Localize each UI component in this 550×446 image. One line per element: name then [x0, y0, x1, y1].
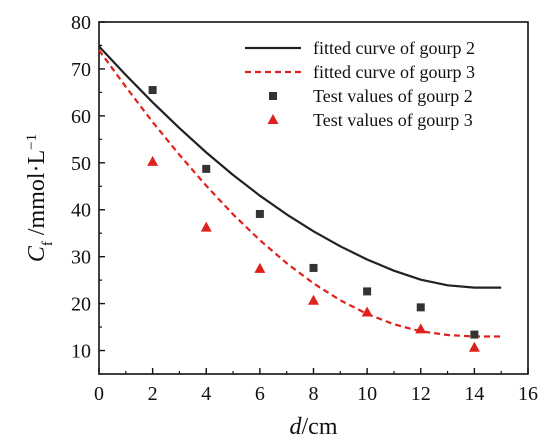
x-tick-label: 2: [148, 383, 158, 405]
legend: fitted curve of gourp 2 fitted curve of g…: [245, 38, 475, 130]
y-tick-label: 40: [71, 200, 91, 222]
x-axis-label-unit: /cm: [302, 414, 338, 440]
plot-area: [98, 45, 502, 352]
x-axis-label: d/cm: [290, 414, 338, 440]
x-tick-label: 10: [357, 383, 377, 405]
data-point-square: [148, 86, 157, 95]
data-point-square: [363, 287, 372, 296]
axes: 0 2 4 6 8 10 12 14 16 10 20 30 40 50 60 70 80: [71, 12, 538, 405]
y-tick-label: 60: [71, 106, 91, 128]
x-tick-label: 0: [94, 383, 104, 405]
y-tick-label: 20: [71, 294, 91, 316]
legend-square-swatch: [269, 92, 277, 100]
x-tick-label: 4: [201, 383, 211, 405]
y-tick-label: 30: [71, 247, 91, 269]
y-axis-label-var: C: [24, 245, 50, 262]
x-tick-label: 8: [309, 383, 319, 405]
y-tick-label: 50: [71, 153, 91, 175]
y-axis-label-sup: −1: [24, 134, 40, 150]
legend-label: fitted curve of gourp 3: [313, 62, 475, 82]
x-tick-label: 16: [518, 383, 538, 405]
data-point-triangle: [254, 262, 266, 273]
data-point-triangle: [200, 221, 212, 232]
data-point-square: [255, 209, 264, 218]
data-point-square: [202, 164, 211, 173]
series-line-1: [98, 45, 502, 289]
legend-label: fitted curve of gourp 2: [313, 38, 475, 58]
y-tick-label: 80: [71, 12, 91, 34]
x-tick-label: 12: [411, 383, 431, 405]
legend-label: Test values of gourp 3: [313, 110, 473, 130]
x-tick-label: 6: [255, 383, 265, 405]
y-tick-label: 10: [71, 341, 91, 363]
data-point-triangle: [468, 341, 480, 352]
series-line-2: [98, 49, 502, 338]
y-axis-label-sub: f: [40, 241, 56, 246]
legend-label: Test values of gourp 2: [313, 86, 473, 106]
data-point-square: [470, 330, 479, 339]
data-point-square: [309, 263, 318, 272]
data-point-triangle: [147, 155, 159, 166]
data-point-triangle: [361, 306, 373, 317]
data-point-triangle: [415, 323, 427, 334]
y-tick-label: 70: [71, 59, 91, 81]
y-axis-label-unit: /mmol·L: [24, 150, 50, 241]
data-point-square: [416, 303, 425, 312]
x-axis-label-var: d: [290, 414, 303, 440]
y-axis-label: Cf /mmol·L−1: [24, 134, 56, 262]
legend-triangle-swatch: [267, 114, 279, 124]
x-tick-label: 14: [464, 383, 484, 405]
data-point-triangle: [308, 294, 319, 305]
